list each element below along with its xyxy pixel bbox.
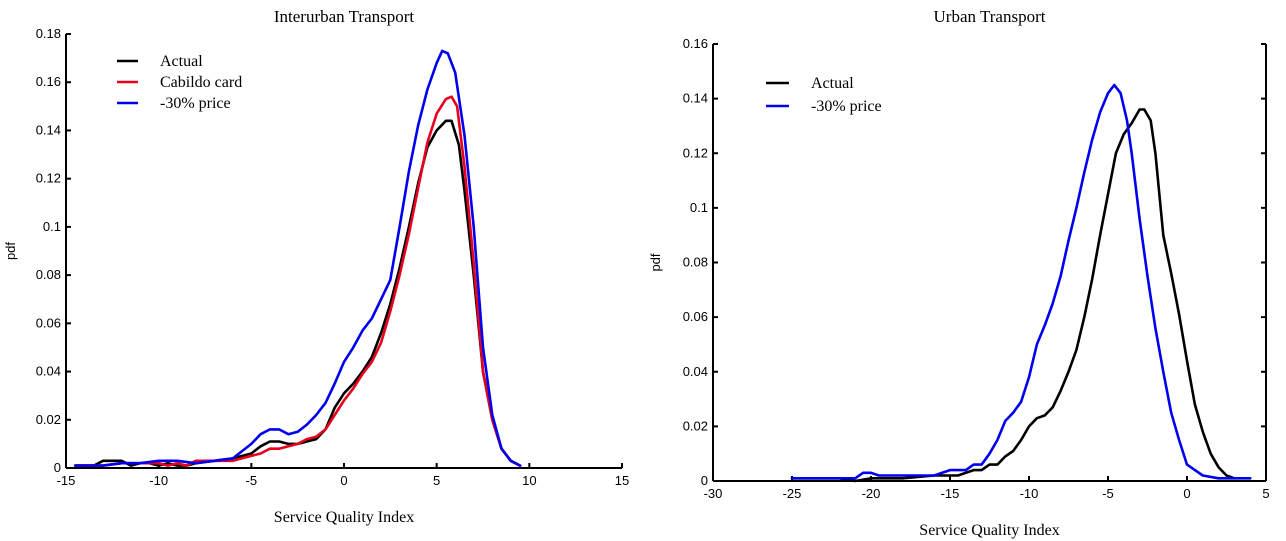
interurban-x-axis-label: Service Quality Index [274,509,414,526]
urban-x-tick-label: -15 [941,486,960,501]
urban-x-tick-label: -30 [704,486,723,501]
urban-y-tick-label: 0 [701,473,708,488]
interurban-y-tick-label: 0.08 [36,267,61,282]
urban-y-tick-label: 0.16 [683,36,708,51]
urban-legend: Actual -30% price [766,75,882,115]
urban-x-axis-label: Service Quality Index [919,522,1059,539]
urban-x-tick-label: -20 [862,486,881,501]
interurban-chart: -15 -10 -5 0 5 10 15 0 0.02 0.04 0.06 0.08 0.1 0.12 0.… [3,7,629,526]
interurban-x-tick-label: -10 [149,473,168,488]
urban-x-tick-label: -5 [1102,486,1114,501]
interurban-legend-label: -30% price [160,95,231,112]
interurban-y-tick-label: 0.04 [36,364,61,379]
urban-legend-label: Actual [811,75,854,92]
urban-y-tick-label: 0.06 [683,309,708,324]
interurban-series-line-2 [74,49,522,467]
interurban-y-tick-label: 0.16 [36,74,61,89]
urban-chart-title: Urban Transport [934,7,1046,26]
interurban-legend-label: Actual [160,53,203,70]
urban-series-line-0 [790,108,1236,483]
urban-y-tick-label: 0.12 [683,145,708,160]
interurban-x-tick-label: 15 [615,473,629,488]
interurban-y-tick-label: 0.12 [36,171,61,186]
interurban-series-line-0 [74,119,522,467]
urban-x-tick-label: -10 [1020,486,1039,501]
urban-x-tick-label: -25 [783,486,802,501]
urban-y-tick-label: 0.08 [683,255,708,270]
interurban-legend-label: Cabildo card [160,74,242,91]
interurban-y-tick-label: 0.14 [36,122,61,137]
interurban-x-tick-label: 5 [433,473,440,488]
interurban-x-tick-label: -5 [246,473,258,488]
interurban-y-tick-label: 0.18 [36,26,61,41]
interurban-y-tick-label: 0 [54,460,61,475]
interurban-legend: Actual Cabildo card -30% price [117,53,242,112]
urban-legend-label: -30% price [811,98,882,115]
urban-x-tick-label: 5 [1262,486,1269,501]
interurban-x-tick-label: 0 [340,473,347,488]
urban-y-tick-label: 0.04 [683,364,708,379]
interurban-y-tick-label: 0.02 [36,412,61,427]
urban-y-tick-label: 0.1 [690,200,708,215]
urban-chart: -30 -25 -20 -15 -10 -5 0 5 0 0.02 0.04 0.06 0.08 0.1 0… [648,7,1270,539]
interurban-y-axis-label: pdf [3,242,18,260]
urban-y-axis-label: pdf [648,253,663,271]
interurban-series-line-1 [74,95,522,467]
interurban-y-tick-label: 0.06 [36,315,61,330]
urban-y-tick-label: 0.02 [683,418,708,433]
urban-y-tick-label: 0.14 [683,91,708,106]
urban-x-tick-label: 0 [1183,486,1190,501]
interurban-x-tick-label: -15 [57,473,76,488]
interurban-y-tick-label: 0.1 [43,219,61,234]
interurban-chart-title: Interurban Transport [274,7,415,26]
interurban-x-tick-label: 10 [522,473,536,488]
urban-series-line-1 [790,83,1252,480]
